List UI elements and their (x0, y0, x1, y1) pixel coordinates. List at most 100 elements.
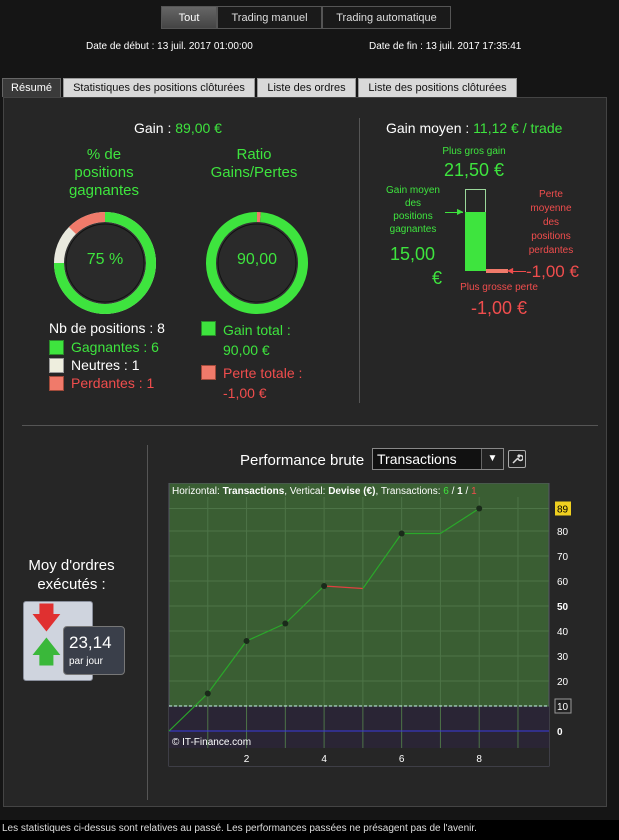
data-point (476, 505, 483, 512)
divider-vertical-top (359, 118, 360, 403)
neutral-count: Neutres : 1 (71, 357, 140, 373)
top-tabs: Tout Trading manuel Trading automatique (161, 6, 451, 29)
ratio-ring-gain-arc (206, 212, 308, 314)
data-point (243, 638, 250, 644)
summary-panel: Gain : 89,00 € % de positions gagnantes … (3, 97, 607, 807)
performance-select[interactable]: Transactions ▼ (372, 448, 504, 470)
win-pct-title-line1: % de (86, 146, 122, 163)
avg-loss-arrow-icon: ◀ (507, 266, 514, 275)
avg-loss-label-line5: perdantes (528, 245, 574, 256)
below-threshold-area (169, 706, 549, 748)
orders-title-line1: Moy d'ordres (28, 557, 115, 574)
avg-loss-value: -1,00 € (526, 262, 579, 281)
chevron-down-icon: ▼ (481, 449, 503, 469)
data-point (321, 583, 328, 589)
series-segment (246, 622, 286, 642)
worst-loss-label: Plus grosse perte (460, 282, 538, 293)
y-tick-label: 50 (557, 602, 569, 613)
gain-line: Gain : 89,00 € (134, 120, 222, 136)
y-tick-label: 60 (557, 577, 569, 588)
best-gain-value: 21,50 € (443, 160, 505, 180)
avg-win-value: 15,00 (390, 244, 436, 264)
y-tick-label: 40 (557, 627, 569, 638)
y-tick-label: 20 (557, 677, 569, 688)
arrow-down-icon: 🡇 (31, 602, 62, 635)
win-pct-value: 75 % (86, 251, 124, 268)
wrench-icon[interactable] (508, 450, 526, 468)
avg-win-currency: € (432, 268, 443, 288)
loss-total-swatch (201, 365, 216, 380)
avg-win-bar (465, 212, 486, 271)
positions-count: Nb de positions : 8 (49, 320, 165, 336)
arrow-up-icon: 🡅 (31, 636, 62, 669)
win-pct-donut (54, 212, 156, 314)
avg-win-label-line3: positions (393, 211, 433, 222)
avg-win-label-line1: Gain moyen (386, 185, 440, 196)
avg-loss-label-line1: Perte (539, 189, 563, 200)
series-segment (440, 507, 480, 535)
gain-total-label: Gain total : (223, 322, 291, 338)
tab-closed-stats[interactable]: Statistiques des positions clôturées (63, 78, 255, 97)
avg-gain-line: Gain moyen : 11,12 € / trade (386, 120, 562, 136)
divider-vertical-bottom (147, 445, 148, 800)
divider-horizontal (22, 425, 598, 426)
y-tick-label: 70 (557, 552, 569, 563)
end-date: Date de fin : 13 juil. 2017 17:35:41 (369, 41, 522, 52)
winners-count: Gagnantes : 6 (71, 339, 159, 355)
avg-win-arrow-icon: ▶ (457, 207, 464, 216)
y-tick-label: 10 (557, 702, 569, 713)
data-point (282, 620, 289, 627)
orders-value: 23,14 (69, 633, 112, 652)
y-tick-label: 0 (557, 727, 563, 738)
y-tick-label: 89 (557, 505, 569, 516)
chart-watermark: © IT-Finance.com (172, 737, 251, 748)
tab-summary[interactable]: Résumé (2, 78, 61, 97)
series-segment (324, 585, 363, 590)
best-gain-label: Plus gros gain (442, 146, 506, 157)
avg-gain-label: Gain moyen : (386, 120, 474, 136)
series-segment (362, 533, 403, 589)
avg-gain-value: 11,12 € / trade (473, 120, 563, 136)
y-tick-highlight (555, 501, 571, 516)
x-tick-label: 2 (244, 754, 250, 765)
x-tick-label: 4 (321, 754, 327, 765)
ratio-value: 90,00 (236, 251, 278, 268)
avg-win-label-line4: gagnantes (389, 224, 437, 235)
winners-swatch (49, 340, 64, 355)
loss-total-value: -1,00 € (223, 385, 267, 401)
gain-value: 89,00 € (175, 120, 222, 136)
ratio-title-line2: Gains/Pertes (210, 164, 298, 181)
sub-tabs: Résumé Statistiques des positions clôtur… (2, 78, 519, 97)
avg-win-label-line2: des (404, 198, 422, 209)
x-axis-band (169, 748, 549, 766)
tab-all[interactable]: Tout (161, 6, 217, 29)
data-point (398, 530, 405, 537)
avg-win-label: Gain moyen des positions gagnantes (378, 184, 448, 236)
series-segment (207, 640, 248, 694)
orders-unit: par jour (69, 656, 103, 667)
data-point (204, 690, 211, 697)
ratio-title-line1: Ratio (236, 146, 272, 163)
tab-manual-trading[interactable]: Trading manuel (217, 6, 322, 29)
performance-select-value: Transactions (377, 451, 457, 467)
x-tick-label: 6 (399, 754, 405, 765)
avg-loss-label-line2: moyenne (530, 203, 572, 214)
tab-orders[interactable]: Liste des ordres (257, 78, 356, 97)
avg-loss-pointer (512, 271, 526, 272)
avg-win-pointer (445, 212, 463, 213)
worst-loss-value: -1,00 € (470, 298, 528, 318)
disclaimer: Les statistiques ci-dessus sont relative… (0, 820, 619, 840)
losers-swatch (49, 376, 64, 391)
win-pct-title: % de positions gagnantes (54, 146, 154, 200)
avg-loss-label-line4: positions (531, 231, 571, 242)
neutral-swatch (49, 358, 64, 373)
avg-loss-bar (486, 269, 508, 273)
losers-count: Perdantes : 1 (71, 375, 155, 391)
win-pct-title-line2: positions (74, 164, 134, 181)
ratio-donut (206, 212, 308, 314)
orders-title-line2: exécutés : (37, 576, 106, 593)
win-ring-winners-arc (54, 212, 156, 314)
gain-label: Gain : (134, 120, 176, 136)
tab-auto-trading[interactable]: Trading automatique (322, 6, 451, 29)
tab-closed-positions[interactable]: Liste des positions clôturées (358, 78, 517, 97)
